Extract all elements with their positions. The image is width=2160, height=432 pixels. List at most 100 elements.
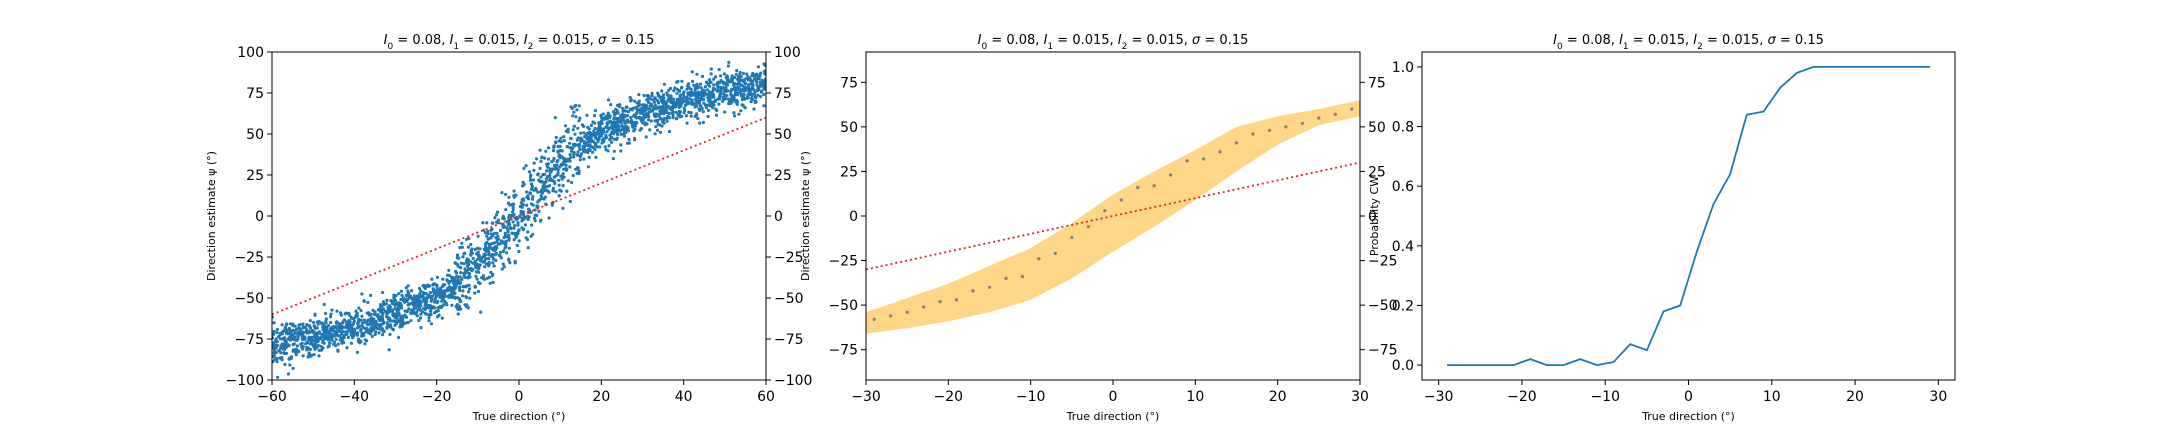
scatter-point xyxy=(469,260,473,264)
scatter-point xyxy=(734,100,738,104)
scatter-point xyxy=(399,289,403,293)
scatter-point xyxy=(606,149,610,153)
y-tick-label: −75 xyxy=(828,343,858,359)
scatter-point xyxy=(357,306,361,310)
scatter-point xyxy=(557,183,561,187)
scatter-point xyxy=(370,329,374,333)
scatter-point xyxy=(278,333,282,337)
scatter-point xyxy=(423,286,427,291)
scatter-point xyxy=(559,163,563,167)
scatter-point xyxy=(489,270,493,274)
scatter-point xyxy=(413,300,417,304)
scatter-point xyxy=(750,96,754,101)
scatter-point xyxy=(715,82,719,86)
scatter-point xyxy=(551,159,555,163)
x-tick-label: −20 xyxy=(934,389,964,405)
scatter-point xyxy=(464,285,468,289)
scatter-point xyxy=(308,319,312,323)
scatter-point xyxy=(456,312,460,316)
scatter-point xyxy=(543,156,547,160)
scatter-point xyxy=(488,281,492,285)
scatter-point xyxy=(463,267,467,271)
scatter-point xyxy=(317,354,321,358)
scatter-point xyxy=(633,115,638,119)
scatter-point xyxy=(578,158,582,162)
scatter-point xyxy=(602,127,606,131)
scatter-point xyxy=(300,337,304,341)
chart-title: I0 = 0.08, I1 = 0.015, I2 = 0.015, σ = 0… xyxy=(978,33,1249,52)
scatter-point xyxy=(682,90,686,94)
scatter-point xyxy=(554,140,558,144)
scatter-point xyxy=(615,129,619,134)
scatter-point xyxy=(642,93,646,98)
scatter-point xyxy=(481,260,485,264)
scatter-point xyxy=(675,117,679,121)
scatter-point xyxy=(329,315,333,319)
scatter-point xyxy=(722,89,727,93)
scatter-point xyxy=(751,79,755,83)
x-tick-label: −10 xyxy=(1016,389,1046,405)
scatter-point xyxy=(628,107,632,111)
scatter-point xyxy=(419,300,423,304)
scatter-point xyxy=(544,177,549,181)
scatter-point xyxy=(338,338,342,342)
scatter-point xyxy=(448,285,452,289)
scatter-point xyxy=(457,286,461,290)
scatter-point xyxy=(530,197,535,201)
scatter-point xyxy=(735,69,739,73)
x-tick-label: 60 xyxy=(757,389,775,405)
scatter-point xyxy=(536,173,540,177)
scatter-point xyxy=(722,92,726,96)
scatter-point xyxy=(357,320,361,324)
scatter-point xyxy=(517,228,521,232)
scatter-point xyxy=(544,149,548,153)
scatter-point xyxy=(459,261,463,265)
scatter-point xyxy=(386,305,390,309)
scatter-point xyxy=(491,221,495,225)
scatter-point xyxy=(679,86,684,90)
scatter-point xyxy=(297,323,301,327)
scatter-point xyxy=(547,184,552,188)
scatter-point xyxy=(585,113,589,117)
scatter-point xyxy=(498,228,503,232)
y-tick-label: −100 xyxy=(226,373,264,389)
scatter-point xyxy=(401,296,405,300)
scatter-point xyxy=(281,347,285,351)
scatter-point xyxy=(527,170,532,174)
right-y-tick-label: 75 xyxy=(774,86,792,102)
scatter-point xyxy=(629,115,633,119)
scatter-point xyxy=(669,97,674,101)
scatter-point xyxy=(432,300,437,304)
scatter-point xyxy=(443,294,447,298)
scatter-point xyxy=(526,197,531,201)
scatter-point xyxy=(687,110,691,114)
mean-point xyxy=(971,289,975,293)
scatter-point xyxy=(665,109,669,113)
scatter-point xyxy=(384,302,388,306)
scatter-point xyxy=(360,292,364,296)
scatter-point xyxy=(566,179,570,183)
scatter-point xyxy=(678,93,683,97)
scatter-point xyxy=(718,92,722,97)
scatter-point xyxy=(331,327,335,331)
scatter-point xyxy=(579,152,584,156)
scatter-point xyxy=(487,256,491,261)
scatter-point xyxy=(695,112,699,116)
scatter-point xyxy=(345,332,349,336)
x-tick-label: −30 xyxy=(851,389,881,405)
y-tick-label: 50 xyxy=(246,127,264,143)
scatter-point xyxy=(321,346,325,350)
scatter-point xyxy=(292,337,296,341)
scatter-point xyxy=(283,325,288,329)
scatter-point xyxy=(566,145,570,149)
scatter-point xyxy=(630,123,634,127)
scatter-point xyxy=(475,277,479,281)
scatter-point xyxy=(385,312,389,316)
mean-point xyxy=(1185,159,1189,163)
scatter-point xyxy=(521,227,526,232)
scatter-point xyxy=(638,103,642,107)
scatter-point xyxy=(714,113,719,117)
scatter-point xyxy=(321,338,325,343)
scatter-point xyxy=(507,257,511,261)
chart-title: I0 = 0.08, I1 = 0.015, I2 = 0.015, σ = 0… xyxy=(384,33,655,52)
